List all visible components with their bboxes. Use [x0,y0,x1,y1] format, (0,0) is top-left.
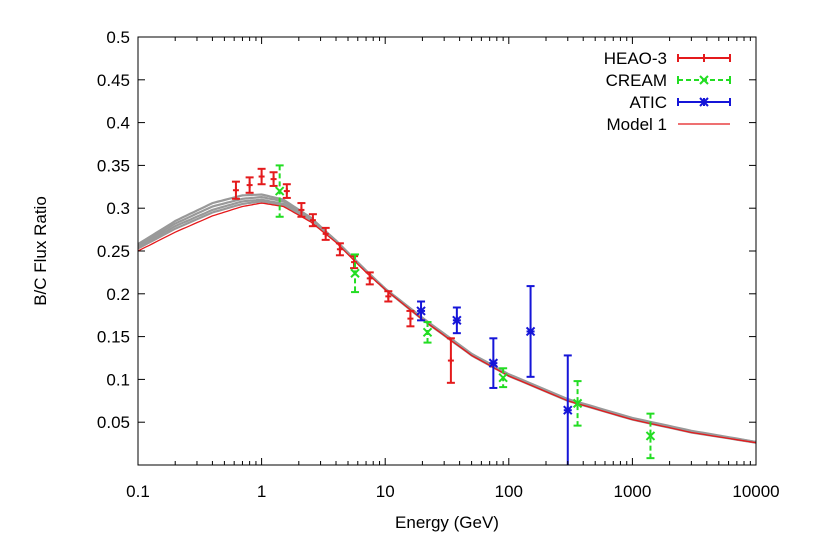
x-tick-label: 0.1 [126,482,150,501]
heao-3-point [245,176,254,194]
heao-3-point [282,183,291,199]
data-points-layer [231,164,656,465]
heao-3-point [335,242,344,257]
y-tick-label: 0.25 [97,242,130,261]
y-tick-label: 0.2 [106,285,130,304]
atic-point [563,354,573,465]
legend: HEAO-3 CREAM ATIC Model 1 [604,49,731,134]
y-tick-label: 0.45 [97,71,130,90]
cream-point [498,367,508,389]
cream-point [350,253,360,294]
heao-3-point [446,337,455,384]
legend-swatch [677,75,731,85]
heao-3-point [231,180,240,200]
y-tick-labels: 0.05 0.1 0.15 0.2 0.25 0.3 0.35 0.4 0.45 0.5 [97,28,130,432]
legend-label: HEAO-3 [604,49,667,68]
x-tick-label: 1000 [613,482,651,501]
atic-point [452,306,462,335]
cream-point [422,321,433,344]
y-tick-label: 0.15 [97,328,130,347]
y-tick-label: 0.4 [106,114,130,133]
x-tick-label: 10000 [732,482,779,501]
legend-entry-model-1: Model 1 [607,115,730,134]
cream-point [274,164,285,218]
y-axis-label: B/C Flux Ratio [31,196,50,306]
atic-point [488,337,499,389]
heao-3-point [269,171,278,187]
y-tick-label: 0.05 [97,413,130,432]
legend-swatch [677,97,731,107]
heao-3-point [365,271,374,286]
cream-point [645,412,656,460]
x-tick-label: 100 [495,482,523,501]
y-tick-label: 0.1 [106,370,130,389]
legend-entry-heao-3: HEAO-3 [604,49,731,68]
y-tick-label: 0.35 [97,156,130,175]
legend-label: Model 1 [607,115,667,134]
legend-entry-cream: CREAM [606,71,731,90]
cream-point [572,380,583,427]
atic-point [416,300,426,322]
heao-3-point [384,290,393,303]
heao-3-point [308,213,317,228]
axis-ticks [137,36,757,465]
legend-entry-atic: ATIC [630,93,731,112]
x-tick-label: 1 [257,482,266,501]
legend-label: ATIC [630,93,667,112]
y-tick-label: 0.5 [106,28,130,47]
x-axis-label: Energy (GeV) [395,513,499,532]
atic-point [525,285,536,378]
heao-3-point [297,202,306,218]
x-tick-labels: 0.1 1 10 100 1000 10000 [126,482,779,501]
legend-swatch [677,54,731,62]
x-tick-label: 10 [376,482,395,501]
heao-3-point [406,309,415,328]
heao-3-point [257,167,266,186]
legend-label: CREAM [606,71,667,90]
heao-3-point [321,226,330,241]
y-tick-label: 0.3 [106,199,130,218]
